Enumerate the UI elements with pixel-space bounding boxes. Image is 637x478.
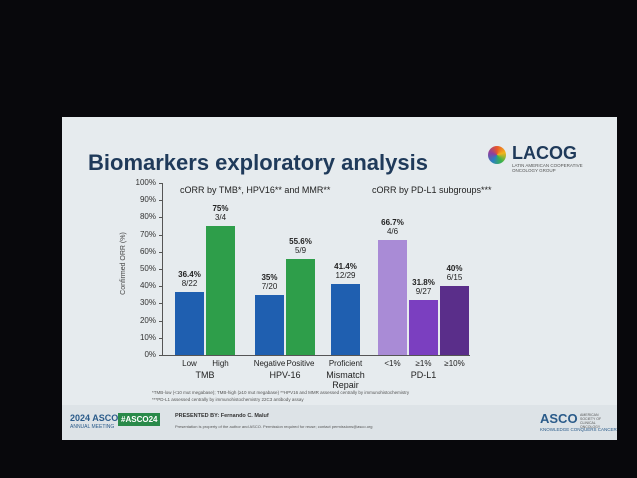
fraction-label: 12/29 xyxy=(335,270,356,280)
hashtag: #ASCO24 xyxy=(118,413,161,426)
y-tick-label: 50% xyxy=(139,264,156,273)
presenter: PRESENTED BY: Fernando C. Maluf xyxy=(175,413,269,419)
y-tick-label: 10% xyxy=(139,332,156,342)
y-tick xyxy=(159,234,162,236)
x-axis xyxy=(162,355,470,356)
bar xyxy=(331,283,360,355)
fraction-label: 9/27 xyxy=(415,287,432,297)
value-label: 31.8% xyxy=(412,278,435,288)
value-label: 75% xyxy=(212,204,229,213)
logo: LACOG xyxy=(512,143,577,163)
y-tick xyxy=(159,320,162,322)
x-tick-label: High xyxy=(212,359,229,368)
x-tick-label: Negative xyxy=(253,359,286,368)
y-axis xyxy=(162,183,163,355)
y-tick-label: 70% xyxy=(139,229,156,239)
value-label: 55.6% xyxy=(289,237,312,247)
x-tick-label: ≥1% xyxy=(415,359,432,368)
fraction-label: 6/15 xyxy=(446,273,463,283)
y-tick-label: 90% xyxy=(139,195,156,205)
bar xyxy=(255,294,284,355)
y-tick xyxy=(159,355,162,356)
notice: Presentation is property of the author a… xyxy=(175,424,373,429)
bar xyxy=(175,292,204,355)
x-tick-label: <1% xyxy=(384,359,401,368)
value-label: 66.7% xyxy=(381,218,404,228)
logo-subtitle: LATIN AMERICAN COOPERATIVE ONCOLOGY GROU… xyxy=(512,163,583,173)
subtitle: cORR by TMB*, HPV16** and MMR** xyxy=(180,185,331,195)
bar xyxy=(286,259,315,355)
x-tick-label: Low xyxy=(182,359,197,368)
x-tick-label: Positive xyxy=(286,359,315,368)
value-label: 40% xyxy=(446,264,463,274)
slide xyxy=(62,117,617,440)
y-tick xyxy=(159,183,162,184)
chart-title: Biomarkers exploratory analysis xyxy=(88,150,428,175)
y-tick-label: 60% xyxy=(139,246,156,256)
group-label: Mismatch Repair xyxy=(326,370,365,390)
bar xyxy=(378,240,407,355)
group-label: PD-L1 xyxy=(410,370,437,380)
y-tick xyxy=(159,303,162,305)
value-label: 35% xyxy=(261,272,278,282)
y-tick-label: 20% xyxy=(139,315,156,325)
bar xyxy=(206,226,235,355)
asco-logo: ASCO xyxy=(540,411,578,426)
tagline: KNOWLEDGE CONQUERS CANCER xyxy=(540,427,617,432)
y-tick-label: 40% xyxy=(139,281,156,291)
y-tick xyxy=(159,251,162,253)
group-label: TMB xyxy=(195,370,215,380)
y-tick xyxy=(159,200,162,202)
bar xyxy=(440,286,469,355)
bar xyxy=(409,300,438,355)
logo-icon xyxy=(488,146,506,164)
x-tick-label: Proficient xyxy=(328,359,363,368)
group-label: HPV-16 xyxy=(269,370,301,380)
y-tick-label: 80% xyxy=(139,212,156,222)
value-label: 36.4% xyxy=(178,270,201,280)
y-tick xyxy=(159,269,162,270)
y-tick xyxy=(159,217,162,219)
footnote: ***PD-L1 assessed centrally by immunohis… xyxy=(152,397,304,402)
meeting: 2024 ASCO xyxy=(70,413,119,423)
fraction-label: 3/4 xyxy=(214,213,227,222)
fraction-label: 8/22 xyxy=(181,279,198,289)
footnote: *TMB-low (<10 mut megabase); TMB-high (≥… xyxy=(152,390,410,395)
asco-subtitle: AMERICAN SOCIETY OF CLINICAL ONCOLOGY xyxy=(580,413,602,429)
x-tick-label: ≥10% xyxy=(444,359,465,368)
subtitle: cORR by PD-L1 subgroups*** xyxy=(372,185,492,195)
y-tick-label: 100% xyxy=(135,178,156,187)
fraction-label: 7/20 xyxy=(261,281,278,291)
y-tick-label: 30% xyxy=(139,298,156,308)
y-tick xyxy=(159,286,162,288)
y-tick-label: 0% xyxy=(144,350,156,359)
y-tick xyxy=(159,337,162,339)
fraction-label: 5/9 xyxy=(294,246,307,256)
fraction-label: 4/6 xyxy=(386,227,399,237)
meeting-sub: ANNUAL MEETING xyxy=(70,424,115,430)
value-label: 41.4% xyxy=(334,261,357,271)
